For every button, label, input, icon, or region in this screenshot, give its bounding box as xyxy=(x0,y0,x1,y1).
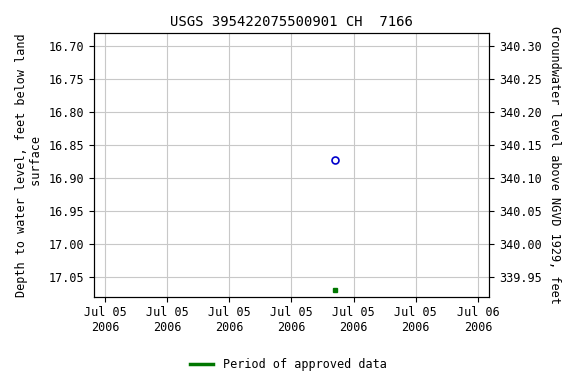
Y-axis label: Groundwater level above NGVD 1929, feet: Groundwater level above NGVD 1929, feet xyxy=(548,26,561,304)
Y-axis label: Depth to water level, feet below land
 surface: Depth to water level, feet below land su… xyxy=(15,33,43,297)
Legend: Period of approved data: Period of approved data xyxy=(185,354,391,376)
Title: USGS 395422075500901 CH  7166: USGS 395422075500901 CH 7166 xyxy=(170,15,413,29)
